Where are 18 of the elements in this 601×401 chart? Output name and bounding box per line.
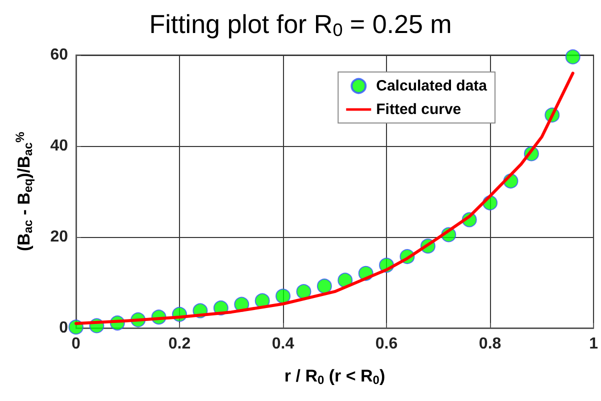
x-tick-label: 1 bbox=[589, 336, 598, 352]
legend-label: Fitted curve bbox=[376, 101, 462, 118]
point bbox=[565, 49, 580, 64]
x-tick-label: 0 bbox=[72, 336, 81, 352]
y-tick-label: 0 bbox=[59, 320, 68, 336]
x-tick-label: 0.2 bbox=[168, 336, 191, 352]
point bbox=[316, 278, 332, 294]
x-tick-label: 0.8 bbox=[478, 336, 502, 352]
legend-label: Calculated data bbox=[376, 78, 488, 94]
y-tick-label: 40 bbox=[50, 138, 68, 154]
point bbox=[296, 284, 312, 300]
y-tick-label: 20 bbox=[50, 228, 68, 246]
point bbox=[276, 288, 291, 304]
y-tick-label: 60 bbox=[50, 46, 68, 64]
point bbox=[338, 272, 353, 288]
x-tick-label: 0.4 bbox=[272, 336, 294, 352]
x-tick-label: 0.6 bbox=[375, 336, 398, 352]
y-axis-title: (Bac - Beq)/Bac% bbox=[13, 131, 35, 252]
